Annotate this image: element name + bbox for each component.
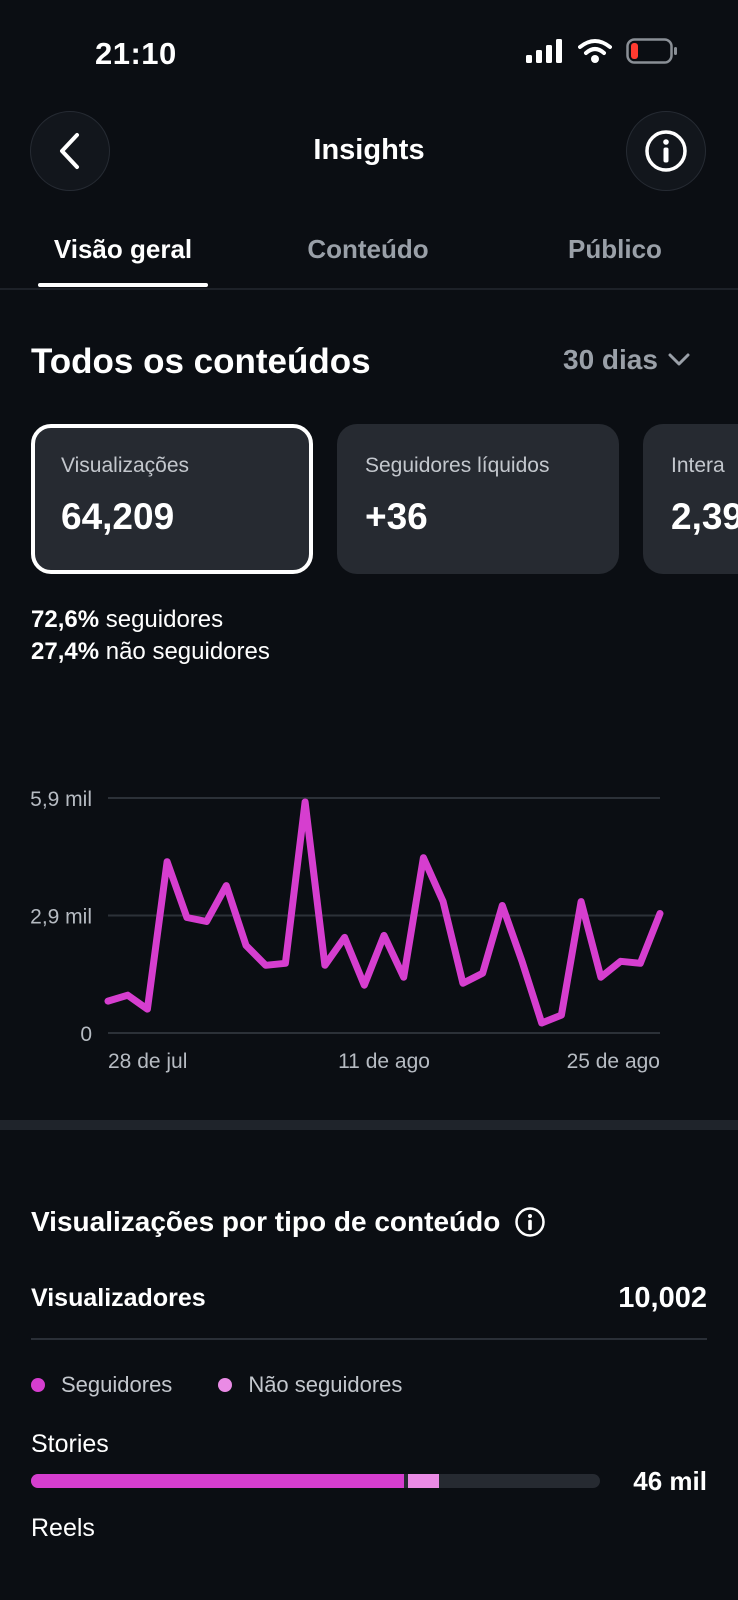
viewers-label: Visualizadores xyxy=(31,1284,206,1312)
status-time: 21:10 xyxy=(95,36,177,71)
metric-value: 2,39 xyxy=(671,496,738,537)
tab-divider xyxy=(0,288,738,290)
stories-bar-nonfollowers xyxy=(407,1474,439,1488)
nonfollowers-pct: 27,4% xyxy=(31,638,100,665)
legend-label: Seguidores xyxy=(61,1372,173,1397)
content-type-reels-label: Reels xyxy=(31,1514,95,1542)
metric-label: Seguidores líquidos xyxy=(365,454,550,477)
legend-item-nao-seguidores: Não seguidores xyxy=(218,1372,402,1398)
section-divider xyxy=(0,1120,738,1130)
content-type-title-text: Visualizações por tipo de conteúdo xyxy=(31,1206,501,1237)
info-icon[interactable] xyxy=(514,1206,546,1238)
y-tick-label: 2,9 mil xyxy=(30,906,92,929)
chevron-down-icon xyxy=(668,353,690,366)
views-line-chart: 5,9 mil 2,9 mil 0 28 de jul 11 de ago 25 de a… xyxy=(30,788,664,1073)
tab-visao-geral[interactable]: Visão geral xyxy=(53,234,193,264)
nonfollowers-split: 27,4% não seguidores xyxy=(31,638,270,666)
metric-card-seguidores-liquidos[interactable]: Seguidores líquidos +36 xyxy=(337,424,619,574)
legend: Seguidores Não seguidores xyxy=(31,1372,448,1398)
legend-dot xyxy=(218,1378,233,1392)
legend-label: Não seguidores xyxy=(248,1372,403,1397)
metric-value: +36 xyxy=(365,496,428,537)
legend-item-seguidores: Seguidores xyxy=(31,1372,172,1398)
metric-card-visualizacoes[interactable]: Visualizações 64,209 xyxy=(31,424,313,574)
status-icons xyxy=(526,38,678,64)
tab-conteudo[interactable]: Conteúdo xyxy=(307,234,429,264)
followers-split: 72,6% seguidores xyxy=(31,606,223,634)
battery-icon xyxy=(626,38,677,64)
stories-bar-followers xyxy=(31,1474,404,1488)
tab-publico[interactable]: Público xyxy=(568,234,662,264)
metric-value: 64,209 xyxy=(61,496,175,537)
followers-pct: 72,6% xyxy=(31,606,100,633)
metric-label: Intera xyxy=(671,454,725,477)
stories-value: 46 mil xyxy=(633,1466,707,1496)
nonfollowers-text: não seguidores xyxy=(105,638,270,665)
info-button[interactable] xyxy=(626,111,706,191)
page-title: Insights xyxy=(313,134,425,166)
legend-dot xyxy=(31,1378,45,1392)
stories-bar xyxy=(31,1474,600,1488)
section-title: Todos os conteúdos xyxy=(31,342,371,381)
y-tick-label: 0 xyxy=(80,1023,92,1046)
y-tick-label: 5,9 mil xyxy=(30,788,92,811)
x-tick-label: 25 de ago xyxy=(567,1050,660,1073)
content-type-stories-label: Stories xyxy=(31,1430,109,1458)
signal-icon xyxy=(526,39,562,63)
viewers-value: 10,002 xyxy=(618,1282,707,1314)
x-tick-label: 11 de ago xyxy=(338,1050,430,1073)
period-dropdown[interactable]: 30 dias xyxy=(563,344,690,376)
x-tick-label: 28 de jul xyxy=(108,1050,187,1073)
views-series-line xyxy=(104,798,664,1027)
metric-card-interacoes[interactable]: Intera 2,39 xyxy=(643,424,738,574)
period-label: 30 dias xyxy=(563,344,658,375)
back-button[interactable] xyxy=(30,111,110,191)
metric-label: Visualizações xyxy=(61,454,190,477)
chevron-left-icon xyxy=(60,133,79,169)
content-type-title: Visualizações por tipo de conteúdo xyxy=(31,1206,546,1238)
row-divider xyxy=(31,1338,707,1340)
wifi-icon xyxy=(578,39,612,63)
followers-text: seguidores xyxy=(105,606,224,633)
info-icon xyxy=(645,130,687,172)
tab-active-indicator xyxy=(38,283,208,287)
